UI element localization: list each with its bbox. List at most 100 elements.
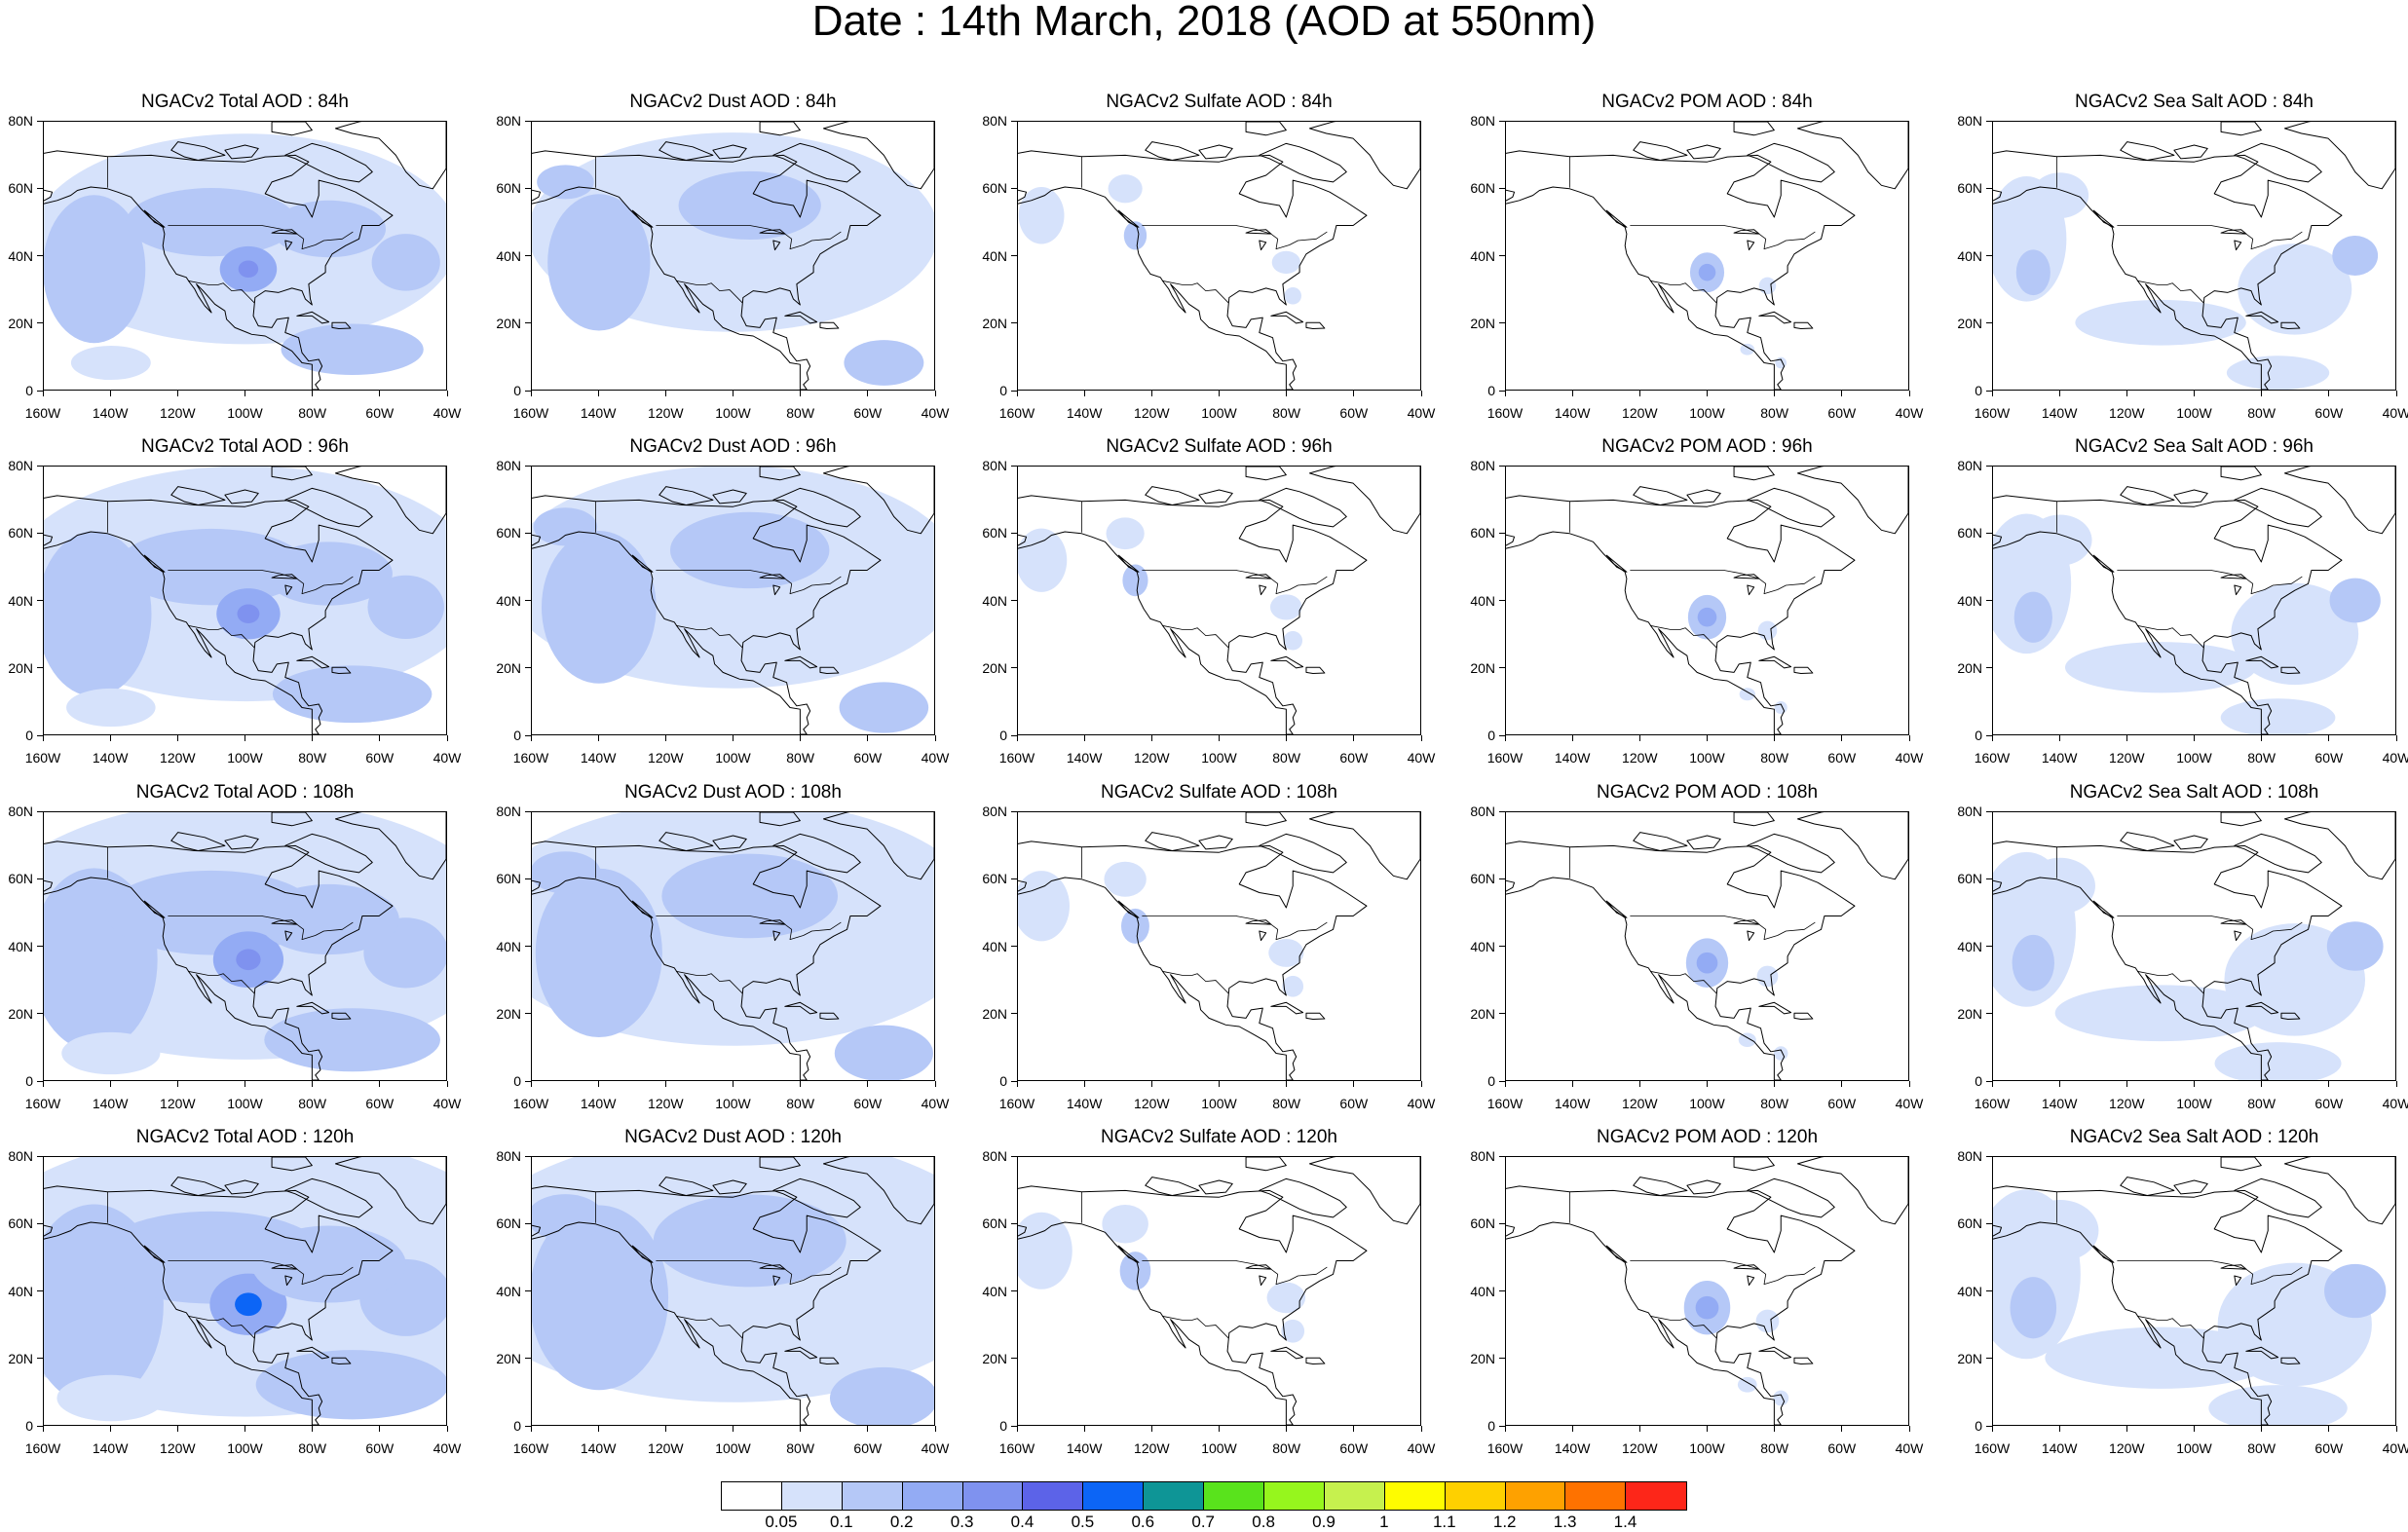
coastline-layer [532, 122, 934, 390]
colorbar-label: 1.4 [1613, 1513, 1637, 1531]
coastline-lake [759, 1264, 786, 1270]
lon-tick [1774, 1081, 1776, 1087]
border-us-canada [656, 225, 842, 250]
coastline-island [2173, 1179, 2208, 1195]
lat-tick [37, 946, 43, 947]
lon-tick-label: 160W [512, 750, 549, 766]
map-panel [1992, 811, 2396, 1081]
lon-tick-label: 80W [1760, 405, 1789, 421]
coastline-north-america [1018, 1185, 1368, 1425]
lat-tick [1011, 946, 1017, 947]
lat-tick [37, 1358, 43, 1360]
lat-tick-label: 60N [1957, 1215, 1982, 1232]
aod-shading-layer [1018, 517, 1303, 651]
coastline-lake [1733, 574, 1760, 579]
aod-shading-layer [1993, 513, 2381, 734]
lon-tick-label: 40W [433, 1096, 462, 1111]
coastline-island [170, 486, 226, 506]
coastline-island [2280, 321, 2301, 329]
lon-tick-label: 80W [786, 750, 815, 766]
aod-shading-layer [1993, 172, 2379, 390]
lon-tick-label: 120W [1134, 750, 1170, 766]
coastline-island [2092, 900, 2115, 918]
lat-tick-label: 60N [982, 525, 1007, 542]
coastline-island [819, 1012, 840, 1020]
lon-tick-label: 140W [580, 750, 617, 766]
coastline-island [1259, 487, 1347, 528]
border-us-mexico [2136, 624, 2204, 649]
lat-tick [1499, 187, 1505, 189]
lon-tick [1991, 735, 1993, 741]
coastline-island [772, 487, 861, 528]
panel-title: NGACv2 Sulfate AOD : 120h [1101, 1127, 1337, 1147]
lon-tick-label: 80W [298, 750, 327, 766]
coastline-lake [1245, 1264, 1272, 1270]
lon-tick-label: 140W [1554, 1440, 1591, 1456]
lat-tick-label: 60N [982, 871, 1007, 887]
lon-tick [597, 1081, 599, 1087]
coastline-layer [1018, 812, 1420, 1080]
coastline-lake [1747, 240, 1755, 251]
lon-tick [1219, 391, 1220, 396]
lat-tick-label: 40N [982, 592, 1007, 609]
lon-tick [1219, 1081, 1220, 1087]
coastline-lake [2220, 574, 2247, 579]
coastline-lake [271, 1264, 298, 1270]
aod-contour-patch [2208, 1385, 2348, 1425]
aod-contour-patch [1018, 871, 1070, 942]
lat-tick-label: 40N [1470, 592, 1495, 609]
aod-contour-patch [2226, 355, 2330, 390]
lon-tick [176, 1081, 178, 1087]
coastline-island [2173, 144, 2208, 160]
lon-tick-label: 120W [2109, 750, 2145, 766]
lat-tick [525, 1290, 531, 1291]
border-us-canada [168, 1260, 354, 1286]
lon-tick [312, 1426, 314, 1432]
lon-tick [42, 1426, 44, 1432]
aod-contour-patch [2012, 934, 2054, 991]
lon-tick-label: 140W [1554, 405, 1591, 421]
lat-tick [1011, 390, 1017, 392]
lat-tick [1986, 1013, 1992, 1015]
aod-contour-patch [532, 1205, 669, 1391]
coastline-island [1747, 833, 1835, 874]
lon-tick [2328, 735, 2330, 741]
aod-field-map [1506, 1157, 1908, 1425]
coastline-lake [759, 919, 786, 925]
map-panel [531, 466, 935, 735]
lat-tick [525, 1155, 531, 1157]
lat-tick-label: 0 [999, 1418, 1007, 1434]
aod-contour-patch [2324, 1263, 2387, 1319]
lon-tick [664, 1081, 666, 1087]
coastline-island [1245, 812, 1287, 827]
lon-tick-label: 140W [92, 1096, 129, 1111]
lon-tick-label: 40W [2382, 405, 2408, 421]
lon-tick-label: 80W [1272, 750, 1301, 766]
lon-tick-label: 60W [1339, 405, 1369, 421]
lon-tick [2261, 1426, 2263, 1432]
border-us-canada [2117, 915, 2303, 941]
colorbar-label: 1 [1379, 1513, 1389, 1531]
lon-tick [934, 1426, 936, 1432]
lat-tick-label: 0 [999, 728, 1007, 743]
border-us-mexico [2136, 280, 2204, 304]
coastline-island [224, 144, 259, 160]
coastline-greenland [2283, 122, 2395, 190]
lon-tick [867, 735, 869, 741]
aod-contour-patch [1696, 952, 1718, 974]
lat-tick-label: 60N [1470, 871, 1495, 887]
lat-tick-label: 60N [496, 180, 521, 197]
lon-tick [1504, 391, 1506, 396]
coastline-lake [759, 574, 786, 579]
lon-tick-label: 140W [1066, 405, 1103, 421]
coastline-island [631, 900, 654, 918]
lat-tick [1986, 1290, 1992, 1291]
lon-tick-label: 40W [2382, 750, 2408, 766]
lon-tick-label: 40W [433, 1440, 462, 1456]
coastline-island [2092, 1245, 2115, 1263]
colorbar-swatch [1324, 1482, 1385, 1510]
lon-tick [530, 1081, 532, 1087]
lat-tick-label: 0 [1487, 728, 1495, 743]
map-panel [531, 121, 935, 391]
colorbar-label: 0.1 [829, 1513, 853, 1531]
